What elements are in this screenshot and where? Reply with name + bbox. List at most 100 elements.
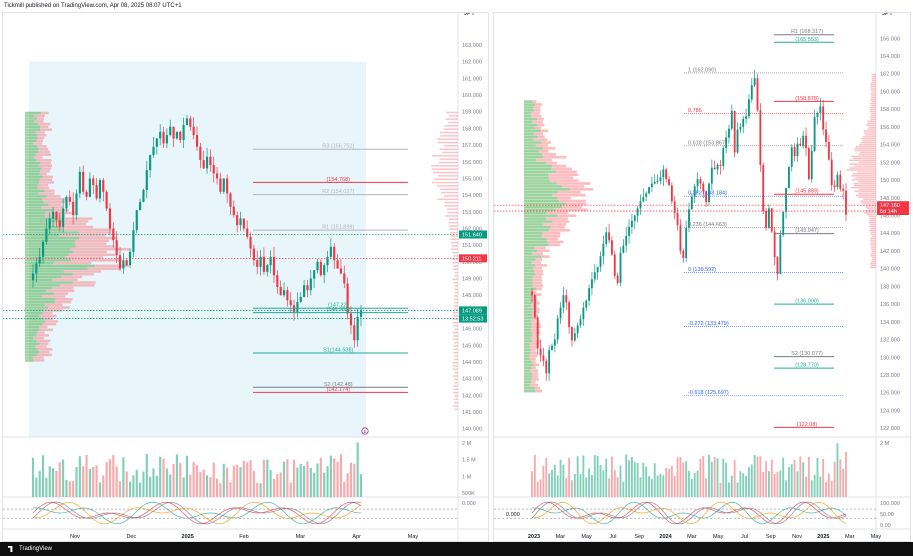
candle: [713, 167, 716, 170]
volume-profile-bar: [533, 106, 541, 109]
volume-profile-right-bar: [866, 214, 876, 216]
volume-bar: [573, 473, 576, 497]
volume-profile-bar: [524, 363, 534, 367]
volume-bar: [833, 461, 836, 497]
candle: [296, 301, 299, 312]
volume-bar: [299, 463, 302, 497]
candle: [323, 265, 326, 276]
weekly-chart-svg[interactable]: JPY 166.000 164.000 162.000 160.000 158.000 15…: [494, 11, 910, 543]
volume-profile-bar: [25, 153, 36, 156]
volume-bar: [779, 470, 782, 497]
volume-profile-bar: [529, 342, 539, 346]
volume-profile-bar: [529, 345, 538, 349]
volume-profile-bar: [25, 245, 76, 248]
candle: [619, 252, 622, 283]
candle: [542, 355, 545, 361]
volume-profile-bar: [37, 122, 51, 126]
volume-bar: [690, 478, 693, 497]
candle: [41, 241, 45, 257]
candle: [326, 256, 329, 266]
volume-profile-right-bar: [870, 262, 876, 265]
price-badge: [459, 230, 487, 239]
candle: [216, 173, 219, 179]
volume-profile-bar: [546, 161, 558, 165]
volume-profile-bar: [36, 339, 51, 343]
volume-profile-bar: [524, 249, 537, 253]
volume-bar: [665, 467, 668, 497]
volume-profile-bar: [535, 272, 544, 276]
volume-profile-bar: [25, 200, 44, 204]
volume-bar: [82, 466, 85, 497]
volume-bar: [628, 460, 630, 497]
time-tick: Mar: [556, 534, 566, 540]
volume-bar: [579, 473, 582, 497]
volume-profile-bar: [42, 323, 57, 326]
volume-profile-right-bar: [454, 285, 458, 287]
volume-profile-bar: [529, 354, 538, 358]
candle: [830, 159, 833, 186]
volume-profile-right-bar: [451, 245, 458, 247]
candle: [192, 126, 195, 136]
oscillator-tick: 0.00: [880, 523, 891, 529]
volume-profile-right-bar: [871, 104, 876, 107]
volume-profile-bar: [25, 303, 45, 307]
volume-profile-bar: [40, 125, 49, 129]
candle: [533, 295, 536, 318]
volume-profile-right-bar: [867, 122, 876, 124]
volume-profile-bar: [556, 182, 591, 185]
volume-profile-bar: [532, 375, 539, 378]
candle: [282, 290, 286, 296]
candle: [605, 232, 608, 244]
volume-bar: [716, 458, 719, 497]
chart-pane-daily[interactable]: JPY 163.000 162.000 161.000 160.000 159.000 15…: [2, 11, 489, 543]
volume-profile-bar: [535, 264, 547, 267]
volume-profile-bar: [25, 164, 39, 168]
price-badge-text: 5d 14h: [880, 209, 897, 215]
candle: [242, 218, 245, 229]
volume-profile-bar: [532, 284, 544, 288]
price-tick: 154.000: [880, 143, 900, 149]
volume-profile-right-bar: [444, 201, 458, 204]
volume-profile-bar: [25, 150, 38, 154]
volume-bar: [222, 463, 225, 497]
volume-profile-bar: [524, 152, 543, 156]
price-tick: 146.000: [880, 213, 900, 219]
tradingview-brand[interactable]: TradingView: [8, 542, 52, 556]
candle: [179, 131, 182, 141]
volume-profile-bar: [524, 375, 533, 378]
volume-profile-bar: [533, 363, 540, 367]
candle: [702, 183, 705, 192]
volume-bar: [272, 479, 276, 497]
volume-profile-right-bar: [452, 365, 458, 367]
daily-chart-svg[interactable]: JPY 163.000 162.000 161.000 160.000 159.000 15…: [3, 11, 488, 543]
volume-bar: [38, 470, 41, 497]
volume-profile-bar: [25, 184, 38, 187]
volume-profile-right-bar: [868, 221, 876, 224]
volume-bar: [249, 460, 252, 497]
volume-profile-bar: [25, 133, 38, 137]
volume-profile-bar: [25, 306, 48, 309]
volume-profile-bar: [530, 351, 537, 355]
oscillator-line: [531, 501, 847, 525]
candle: [88, 178, 91, 197]
volume-profile-bar: [529, 383, 539, 387]
time-tick: Nov: [70, 534, 80, 540]
time-tick: 2024: [659, 534, 672, 540]
volume-bar: [282, 461, 286, 497]
volume-bar: [219, 483, 222, 497]
volume-profile-right-bar: [870, 264, 876, 267]
volume-profile-right-bar: [452, 405, 458, 407]
volume-profile-bar: [63, 220, 89, 223]
volume-profile-right-bar: [432, 171, 458, 174]
volume-profile-right-bar: [862, 136, 876, 138]
chart-pane-weekly[interactable]: JPY 166.000 164.000 162.000 160.000 158.000 15…: [493, 11, 911, 543]
volume-profile-right-bar: [871, 73, 876, 76]
volume-profile-bar: [524, 100, 533, 103]
volume-tick: 1.5 M: [462, 458, 476, 464]
volume-profile-bar: [524, 240, 548, 244]
volume-profile-bar: [524, 167, 552, 171]
fib-level-label: -0.618 (125.697): [688, 390, 729, 396]
volume-profile-bar: [524, 199, 560, 203]
volume-profile-right-bar: [436, 138, 458, 140]
volume-profile-bar: [25, 125, 41, 129]
